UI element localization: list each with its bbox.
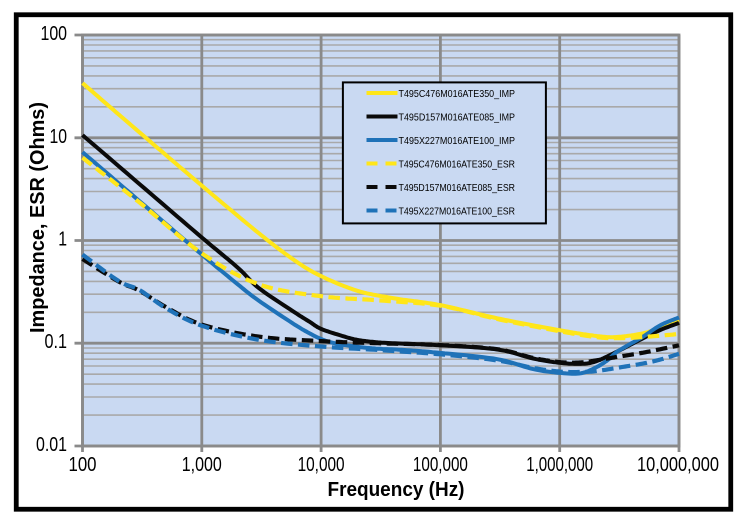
svg-text:T495C476M016ATE350_ESR: T495C476M016ATE350_ESR: [399, 158, 516, 170]
svg-text:Impedance, ESR (Ohms): Impedance, ESR (Ohms): [27, 102, 49, 333]
svg-text:100,000: 100,000: [413, 454, 468, 476]
svg-text:0.01: 0.01: [36, 434, 67, 456]
svg-text:T495X227M016ATE100_ESR: T495X227M016ATE100_ESR: [399, 205, 516, 217]
svg-text:1,000: 1,000: [182, 454, 222, 476]
svg-text:100: 100: [69, 454, 97, 476]
svg-text:10: 10: [50, 126, 68, 148]
svg-text:T495C476M016ATE350_IMP: T495C476M016ATE350_IMP: [399, 88, 516, 100]
svg-text:100: 100: [41, 23, 68, 45]
svg-text:1,000,000: 1,000,000: [526, 454, 593, 476]
svg-text:T495D157M016ATE085_IMP: T495D157M016ATE085_IMP: [399, 111, 516, 123]
svg-text:0.1: 0.1: [45, 331, 68, 353]
svg-text:1: 1: [58, 229, 67, 251]
svg-text:T495X227M016ATE100_IMP: T495X227M016ATE100_IMP: [399, 135, 516, 147]
svg-text:T495D157M016ATE085_ESR: T495D157M016ATE085_ESR: [399, 182, 516, 194]
svg-text:10,000,000: 10,000,000: [637, 454, 719, 476]
svg-text:10,000: 10,000: [298, 454, 345, 476]
svg-text:Frequency (Hz): Frequency (Hz): [328, 479, 465, 501]
